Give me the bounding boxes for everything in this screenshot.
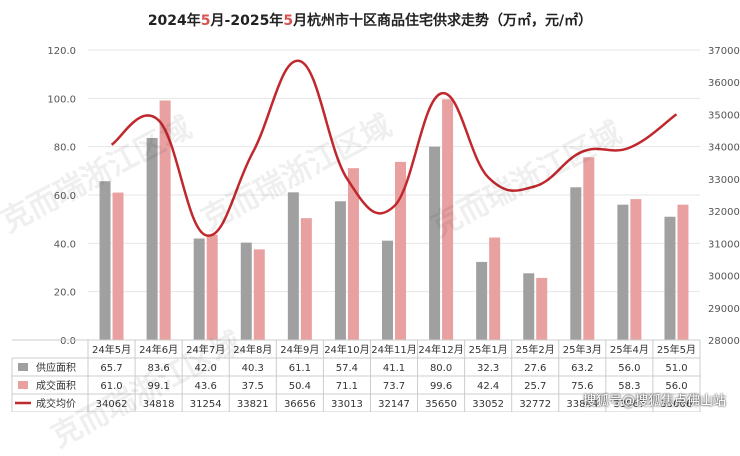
y-left-tick-label: 0.0: [60, 336, 76, 347]
bar-供应面积: [617, 205, 628, 340]
data-label-供应面积: 27.6: [524, 363, 546, 374]
data-label-成交均价: 33013: [331, 399, 363, 410]
category-label: 24年10月: [324, 343, 369, 356]
data-label-成交面积: 50.4: [289, 381, 311, 392]
data-label-供应面积: 51.0: [665, 363, 687, 374]
bar-成交面积: [536, 278, 547, 340]
data-label-供应面积: 40.3: [242, 363, 264, 374]
data-label-成交均价: 32772: [519, 399, 551, 410]
data-label-成交均价: 33821: [237, 399, 269, 410]
y-left-tick-label: 100.0: [47, 94, 76, 105]
data-label-成交面积: 37.5: [242, 381, 264, 392]
y-left-tick-label: 40.0: [54, 239, 76, 250]
data-label-供应面积: 61.1: [289, 363, 311, 374]
data-label-供应面积: 63.2: [571, 363, 593, 374]
y-right-tick-label: 34000: [708, 143, 740, 154]
legend-label: 成交面积: [36, 379, 76, 392]
category-label: 24年12月: [418, 343, 463, 356]
data-label-供应面积: 57.4: [336, 363, 358, 374]
category-label: 25年1月: [469, 343, 508, 356]
category-label: 24年5月: [92, 343, 131, 356]
bar-成交面积: [301, 218, 312, 340]
bar-供应面积: [523, 273, 534, 340]
y-right-tick-label: 35000: [708, 110, 740, 121]
footer-watermark: 搜狐号@搜狐焦点佛山站: [583, 390, 726, 409]
legend-key-成交面积: [18, 381, 28, 389]
bar-供应面积: [241, 243, 252, 340]
data-label-供应面积: 80.0: [430, 363, 452, 374]
category-label: 25年2月: [516, 343, 555, 356]
chart: 120.0100.080.060.040.020.00.037000360003…: [0, 0, 740, 412]
data-label-成交均价: 36656: [284, 399, 316, 410]
category-label: 25年4月: [610, 343, 649, 356]
bar-成交面积: [583, 157, 594, 340]
data-label-供应面积: 41.1: [383, 363, 405, 374]
data-label-成交面积: 99.6: [430, 381, 452, 392]
data-label-成交面积: 42.4: [477, 381, 499, 392]
data-label-成交均价: 33052: [472, 399, 504, 410]
data-label-供应面积: 56.0: [618, 363, 640, 374]
bar-成交面积: [254, 249, 265, 340]
category-label: 25年5月: [657, 343, 696, 356]
y-right-tick-label: 33000: [708, 175, 740, 186]
category-label: 24年9月: [280, 343, 319, 356]
legend-label: 供应面积: [36, 361, 76, 374]
y-right-tick-label: 29000: [708, 304, 740, 315]
bar-供应面积: [429, 147, 440, 340]
bar-供应面积: [288, 192, 299, 340]
y-left-tick-label: 20.0: [54, 288, 76, 299]
legend-key-供应面积: [18, 363, 28, 371]
data-label-成交面积: 25.7: [524, 381, 546, 392]
data-label-成交均价: 31254: [190, 399, 222, 410]
bar-成交面积: [489, 238, 500, 340]
y-left-tick-label: 120.0: [47, 46, 76, 57]
y-right-tick-label: 28000: [708, 336, 740, 347]
y-left-tick-label: 80.0: [54, 143, 76, 154]
bar-供应面积: [194, 239, 205, 341]
data-label-成交面积: 73.7: [383, 381, 405, 392]
bar-供应面积: [664, 217, 675, 340]
data-label-供应面积: 65.7: [100, 363, 122, 374]
bar-供应面积: [100, 181, 111, 340]
y-right-tick-label: 37000: [708, 46, 740, 57]
bar-供应面积: [382, 241, 393, 340]
bar-供应面积: [570, 187, 581, 340]
bar-成交面积: [113, 193, 124, 340]
y-right-tick-label: 32000: [708, 207, 740, 218]
category-label: 25年3月: [563, 343, 602, 356]
data-label-成交均价: 32147: [378, 399, 410, 410]
bar-供应面积: [476, 262, 487, 340]
data-label-成交均价: 35650: [425, 399, 457, 410]
data-label-成交面积: 71.1: [336, 381, 358, 392]
bar-供应面积: [335, 201, 346, 340]
y-right-tick-label: 36000: [708, 78, 740, 89]
category-label: 24年11月: [371, 343, 416, 356]
y-right-tick-label: 31000: [708, 239, 740, 250]
data-label-供应面积: 32.3: [477, 363, 499, 374]
bar-成交面积: [630, 199, 641, 340]
bar-成交面积: [677, 205, 688, 340]
y-right-tick-label: 30000: [708, 272, 740, 283]
